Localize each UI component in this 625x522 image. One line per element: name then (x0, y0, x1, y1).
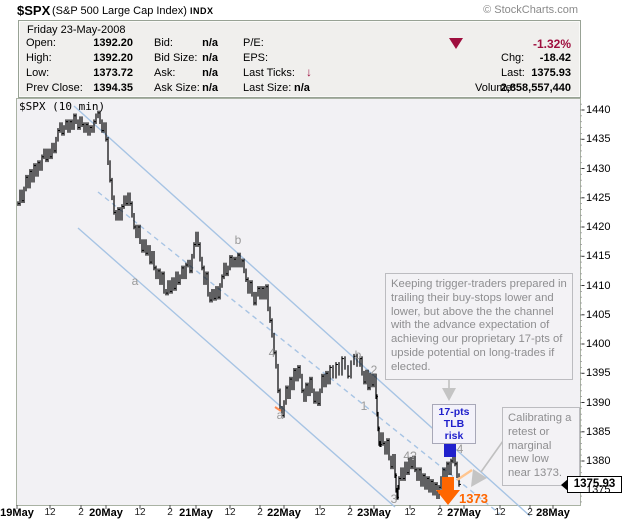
tlb-risk-line2: TLB risk (443, 418, 465, 442)
y-axis-label: 1380 (586, 455, 611, 467)
x-axis-label: 12 (224, 507, 236, 518)
wave-label: 2 (370, 363, 378, 377)
target-low-label: 1373 (459, 491, 488, 506)
x-axis-label: 21May (179, 507, 213, 519)
x-axis-label: 12 (134, 507, 146, 518)
wave-label: 4 (456, 442, 464, 456)
pe-label: P/E: (243, 37, 264, 49)
symbol-title: $SPX (17, 3, 51, 18)
last-size-value: n/a (294, 82, 310, 94)
x-axis-label: 2 (437, 507, 443, 518)
prev-close-label: Prev Close: (26, 82, 83, 94)
y-axis-label: 1430 (586, 162, 611, 175)
eps-label: EPS: (243, 52, 269, 64)
x-axis-label: 19May (0, 507, 34, 519)
x-axis-label: 12 (314, 507, 326, 518)
low-label: Low: (26, 67, 50, 79)
wave-label: 4? (403, 449, 417, 463)
exchange-label: INDX (190, 6, 214, 16)
y-axis-label: 1415 (586, 250, 611, 263)
trader-note-annotation: Keeping trigger-traders prepared in trai… (385, 273, 573, 380)
ask-size-value: n/a (202, 82, 218, 94)
ask-size-label: Ask Size: (154, 82, 200, 94)
high-value: 1392.20 (93, 52, 133, 64)
tlb-risk-annotation: 17-pts TLB risk (432, 404, 476, 444)
last-ticks-label: Last Ticks: (243, 67, 295, 79)
y-axis-label: 1435 (586, 133, 611, 146)
copyright-notice: © StockCharts.com (483, 4, 578, 16)
prev-close-value: 1394.35 (93, 82, 133, 94)
x-axis-label: 2 (78, 507, 84, 518)
bid-label: Bid: (154, 37, 173, 49)
y-axis-label: 1385 (586, 425, 611, 438)
x-axis-label: 27May (447, 507, 481, 519)
y-axis-label: 1425 (586, 191, 611, 204)
last-price-marker: 1375.93 (561, 476, 622, 493)
y-axis-label: 1440 (586, 104, 611, 116)
volume-label: Volume: (475, 82, 515, 94)
open-value: 1392.20 (93, 37, 133, 49)
wave-label: a (276, 408, 284, 422)
last-size-label: Last Size: (243, 82, 292, 94)
change-direction-down-icon (449, 38, 463, 49)
low-value: 1373.72 (93, 67, 133, 79)
symbol-fullname: (S&P 500 Large Cap Index) (52, 5, 187, 17)
y-axis-label: 1410 (586, 279, 611, 292)
x-axis-label: 2 (257, 507, 263, 518)
quote-summary-panel: Friday 23-May-2008 Open: 1392.20 High: 1… (18, 20, 581, 98)
last-ticks-down-arrow-icon: ↓ (306, 65, 312, 79)
y-axis-label: 1375 (586, 484, 611, 497)
wave-label: 4 (268, 346, 276, 360)
x-axis-label: 22May (267, 507, 301, 519)
y-axis-label: 1405 (586, 308, 611, 321)
bid-value: n/a (202, 37, 218, 49)
x-axis-label: 12 (44, 507, 56, 518)
volume-value: 2,858,557,440 (500, 82, 571, 94)
x-axis-label: 2 (167, 507, 173, 518)
x-axis-label: 2 (527, 507, 533, 518)
wave-label: 3 (390, 492, 398, 506)
chg-value: -18.42 (539, 52, 571, 64)
x-axis-label: 20May (89, 507, 123, 519)
x-axis-label: 12 (404, 507, 416, 518)
ask-label: Ask: (154, 67, 176, 79)
x-axis-label: 2 (347, 507, 353, 518)
last-label: Last: (501, 67, 525, 79)
wave-label: 1 (360, 399, 368, 413)
last-value: 1375.93 (531, 67, 571, 79)
y-axis-label: 1420 (586, 221, 611, 233)
ask-value: n/a (202, 67, 218, 79)
open-label: Open: (26, 37, 56, 49)
calibrating-note-annotation: Calibrating a retest or marginal new low… (502, 407, 580, 486)
x-axis-label: 28May (536, 507, 570, 519)
quote-date: Friday 23-May-2008 (27, 24, 126, 36)
chg-label: Chg: (501, 52, 525, 64)
high-label: High: (26, 52, 52, 64)
y-axis-label: 1395 (586, 367, 611, 380)
percent-change-value: -1.32% (532, 37, 571, 51)
chart-period-title: $SPX (10 min) (19, 100, 106, 113)
y-axis-label: 1400 (586, 338, 611, 350)
wave-label: b (234, 233, 242, 247)
x-axis-label: 12 (494, 507, 506, 518)
x-axis-label: 23May (357, 507, 391, 519)
tlb-risk-line1: 17-pts (438, 406, 470, 418)
bid-size-label: Bid Size: (154, 52, 198, 64)
wave-label: b (354, 348, 362, 362)
bid-size-value: n/a (202, 52, 218, 64)
y-axis-label: 1390 (586, 396, 611, 409)
wave-label: a (131, 274, 139, 288)
